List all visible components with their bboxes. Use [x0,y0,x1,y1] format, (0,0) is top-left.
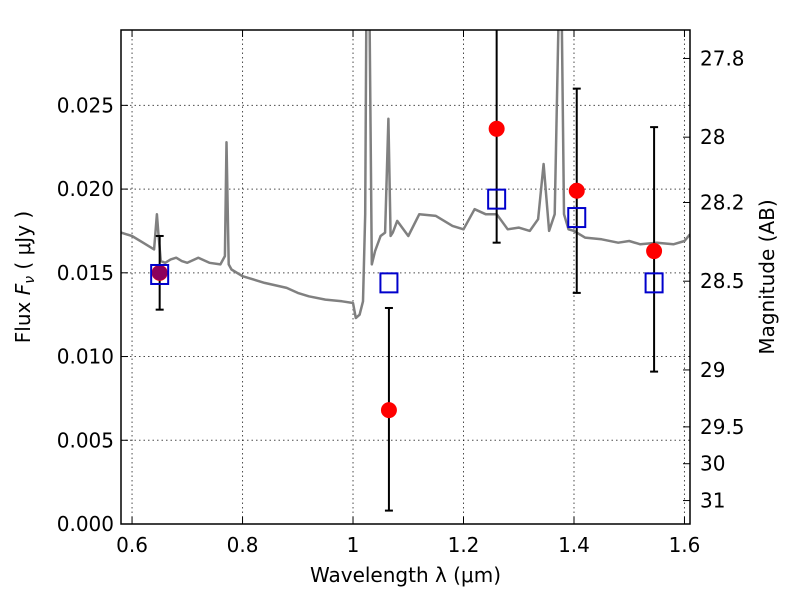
y2-axis-label: Magnitude (AB) [755,199,779,354]
errorbar-layer [155,30,659,512]
grid-layer [121,30,690,525]
overlap-tint [152,265,168,281]
y-axis-label-subscript: ν [22,276,38,284]
y-tick-label: 0.000 [57,512,114,536]
y2-tick-label: 27.8 [700,46,745,70]
x-tick-label: 1.4 [558,533,590,557]
y2-tick-label: 29 [700,358,725,382]
y2-tick-label: 28 [700,125,725,149]
y-axis-label-suffix: ( μJy ) [11,211,35,276]
model-point [150,263,170,285]
x-tick-label: 0.6 [116,533,148,557]
marker-layer [150,120,664,419]
y-axis-label-symbol: F [11,283,35,295]
y2-tick-label: 30 [700,452,725,476]
y-tick-label: 0.015 [57,261,114,285]
x-axis-label: Wavelength λ (μm) [310,563,501,587]
y-tick-label: 0.025 [57,93,114,117]
y2-tick-label: 29.5 [700,415,745,439]
plot-frame [120,29,691,525]
model-point [644,272,664,294]
y-tick-label: 0.010 [57,345,114,369]
x-tick-label: 1.6 [669,533,701,557]
model-point [487,188,507,210]
y2-tick-label: 28.5 [700,269,745,293]
x-tick-label: 0.8 [227,533,259,557]
y2-tick-label: 28.2 [700,190,745,214]
tick-layer: 0.6 0.8 1 1.2 1.4 1.6 0.000 0.005 0.010 0.015 0.02… [57,30,745,557]
model-point [567,207,587,229]
y2-tick-label: 31 [700,489,725,513]
y-tick-label: 0.005 [57,428,114,452]
observed-point [488,120,505,137]
model-point [379,272,399,294]
spectrum-layer [121,30,690,320]
y-axis-label-prefix: Flux [11,295,35,343]
x-tick-label: 1 [347,533,360,557]
x-tick-label: 1.2 [448,533,480,557]
y-axis-label: Flux Fν ( μJy ) [11,211,38,343]
observed-point [646,243,663,260]
model-spectrum-line [121,30,690,320]
observed-point [568,182,585,199]
observed-point [380,402,397,419]
y-tick-label: 0.020 [57,177,114,201]
